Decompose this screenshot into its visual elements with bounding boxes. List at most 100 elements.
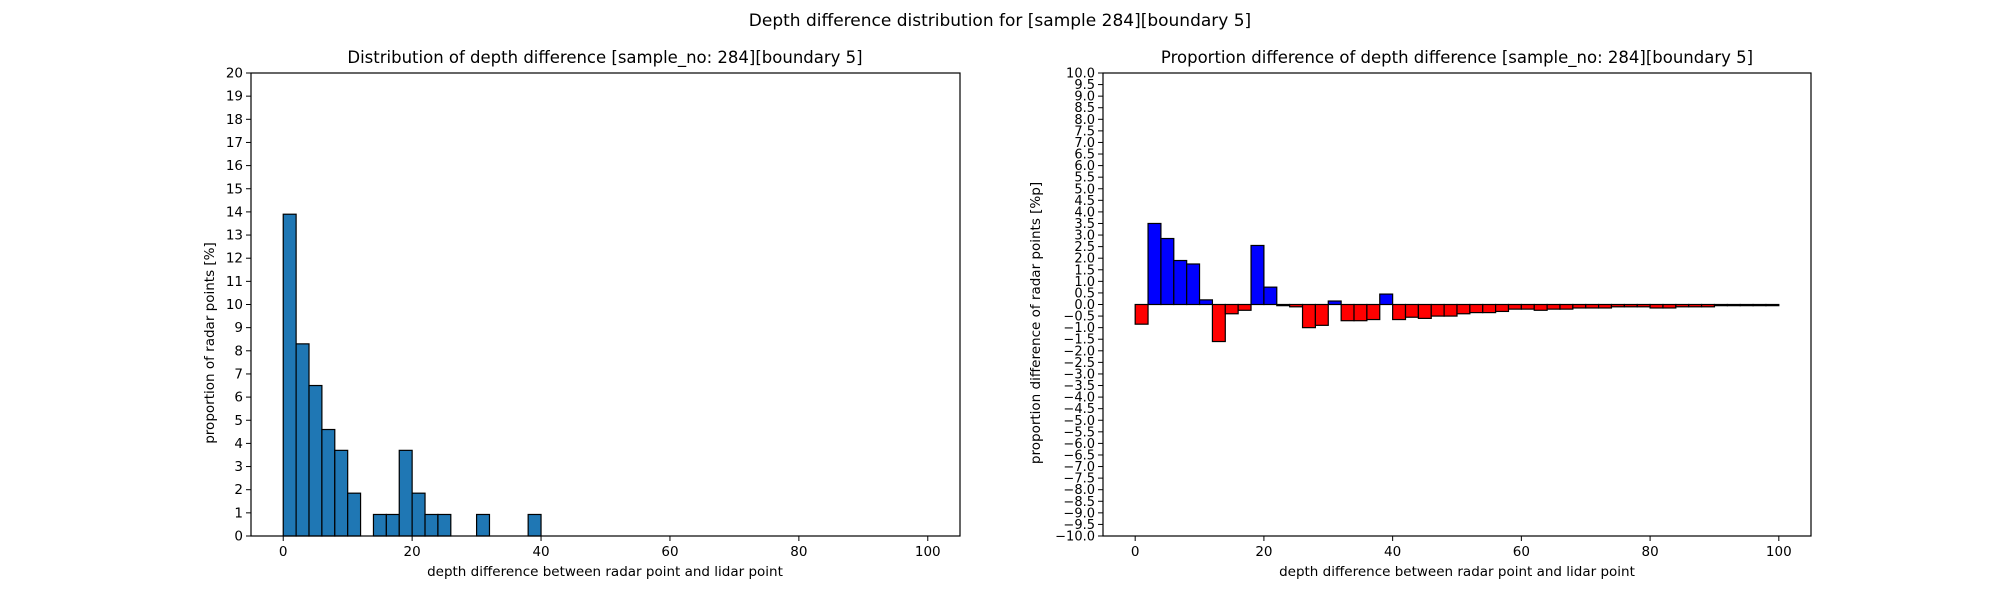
right-chart-ytick-label: −2.5 <box>1063 356 1095 371</box>
right-chart-bar <box>1211 303 1226 343</box>
right-chart-bar <box>1134 303 1149 325</box>
right-chart-bar <box>1700 303 1716 308</box>
left-chart-bar <box>411 492 426 537</box>
left-chart-bar <box>372 513 387 537</box>
right-chart-ytick-label: −5.5 <box>1063 425 1095 440</box>
right-chart-ytick-label: −7.0 <box>1063 460 1095 475</box>
right-chart-ytick-label: −7.5 <box>1063 472 1095 487</box>
left-chart-ytick-label: 14 <box>226 204 243 220</box>
left-chart-title: Distribution of depth difference [sample… <box>347 48 862 68</box>
right-chart-bar <box>1147 222 1162 306</box>
left-chart-bar <box>475 513 491 537</box>
right-chart-bar <box>1688 303 1703 308</box>
right-chart-bar <box>1520 303 1535 310</box>
right-chart-bar <box>1250 244 1265 306</box>
left-chart-xtick-label: 40 <box>532 544 549 560</box>
left-chart-bar <box>385 513 400 537</box>
right-chart-bar <box>1559 303 1574 310</box>
right-chart-bar <box>1160 237 1175 306</box>
right-chart-ytick-label: −8.5 <box>1063 495 1095 510</box>
left-chart-xtick-label: 20 <box>404 544 421 560</box>
right-chart-ytick-label: 8.0 <box>1074 113 1095 128</box>
left-chart-ytick-label: 12 <box>226 251 243 267</box>
right-chart-bar <box>1237 303 1252 311</box>
right-chart-bar <box>1443 303 1458 317</box>
right-chart-ytick-label: −4.5 <box>1063 402 1095 417</box>
right-chart-ytick-label: 1.0 <box>1074 275 1095 290</box>
right-chart-axes-frame <box>1102 72 1812 537</box>
right-chart-bar <box>1301 303 1317 329</box>
right-chart-bar <box>1765 303 1780 307</box>
left-chart-ytick-label: 19 <box>226 89 243 105</box>
left-chart-ytick-label: 9 <box>234 320 243 336</box>
left-chart-ytick-label: 6 <box>234 390 243 406</box>
right-chart-bar <box>1482 303 1497 314</box>
right-chart-ytick-label: 3.0 <box>1074 229 1095 244</box>
right-chart-ytick-label: −1.0 <box>1063 321 1095 336</box>
right-chart-ytick-label: 2.0 <box>1074 252 1095 267</box>
right-chart-bar <box>1314 303 1329 326</box>
right-chart-bar <box>1752 303 1767 307</box>
right-chart-ytick-label: 6.0 <box>1074 159 1095 174</box>
right-chart-ytick-label: −3.0 <box>1063 367 1095 382</box>
left-chart-bar <box>321 428 336 537</box>
left-chart-ytick-label: 5 <box>234 413 243 429</box>
right-chart-ytick-label: 0.5 <box>1074 286 1095 301</box>
right-chart-xtick-label: 0 <box>1131 544 1140 560</box>
left-chart-ytick-label: 8 <box>234 343 243 359</box>
right-chart-bar <box>1263 286 1278 306</box>
right-chart-ytick-label: 5.0 <box>1074 182 1095 197</box>
right-chart-bar <box>1585 303 1600 309</box>
right-chart-bar <box>1392 303 1407 321</box>
right-chart-bar <box>1469 303 1484 314</box>
right-chart-ytick-label: −6.0 <box>1063 437 1095 452</box>
figure-suptitle: Depth difference distribution for [sampl… <box>749 11 1251 31</box>
right-chart-bar <box>1276 303 1291 307</box>
right-chart-ytick-label: −5.0 <box>1063 414 1095 429</box>
right-chart-xlabel: depth difference between radar point and… <box>1279 564 1635 580</box>
left-chart-bars <box>282 213 542 537</box>
right-chart-bar <box>1572 303 1587 309</box>
right-chart-ytick-label: 8.5 <box>1074 101 1095 116</box>
right-chart-bar <box>1495 303 1510 313</box>
left-chart-ytick-label: 16 <box>226 158 243 174</box>
right-chart-ytick-label: 4.5 <box>1074 194 1095 209</box>
right-chart-ytick-label: 4.0 <box>1074 205 1095 220</box>
right-chart-bars <box>1134 222 1780 343</box>
right-chart-bar <box>1726 303 1741 307</box>
right-chart-bar <box>1404 303 1419 318</box>
left-chart-ytick-label: 1 <box>234 505 243 521</box>
right-chart-ytick-label: −6.5 <box>1063 448 1095 463</box>
left-chart-bar <box>437 513 452 537</box>
left-chart-ytick-label: 20 <box>226 66 243 82</box>
right-chart-ytick-label: −9.5 <box>1063 518 1095 533</box>
left-chart-bar <box>424 513 439 537</box>
right-chart-ytick-label: −3.5 <box>1063 379 1095 394</box>
right-chart-ytick-label: −4.0 <box>1063 391 1095 406</box>
right-chart-ticks: −10.0−9.5−9.0−8.5−8.0−7.5−7.0−6.5−6.0−5.… <box>1055 67 1792 561</box>
right-chart-bar <box>1327 300 1342 306</box>
left-chart-ytick-label: 11 <box>226 274 243 290</box>
right-chart-bar <box>1610 303 1625 308</box>
right-chart-bar <box>1198 299 1214 306</box>
left-chart-ytick-label: 7 <box>234 366 243 382</box>
right-chart-bar <box>1597 303 1613 309</box>
right-chart-bar <box>1353 303 1368 322</box>
left-chart-ytick-label: 0 <box>234 529 243 545</box>
right-chart-bar <box>1662 303 1677 309</box>
left-chart-panel: Distribution of depth difference [sample… <box>202 48 961 580</box>
left-chart-ytick-label: 10 <box>226 297 243 313</box>
left-chart-ytick-label: 13 <box>226 228 243 244</box>
left-chart-xtick-label: 100 <box>915 544 941 560</box>
left-chart-xtick-label: 80 <box>790 544 807 560</box>
left-chart-ytick-label: 2 <box>234 482 243 498</box>
left-chart-bar <box>282 213 297 537</box>
right-chart-ylabel: proportion difference of radar points [%… <box>1028 182 1044 464</box>
right-chart-ytick-label: 7.0 <box>1074 136 1095 151</box>
left-chart-bar <box>308 384 323 537</box>
right-chart-ytick-label: 0.0 <box>1074 298 1095 313</box>
right-chart-ytick-label: 3.5 <box>1074 217 1095 232</box>
left-chart-ylabel: proportion of radar points [%] <box>202 242 218 444</box>
